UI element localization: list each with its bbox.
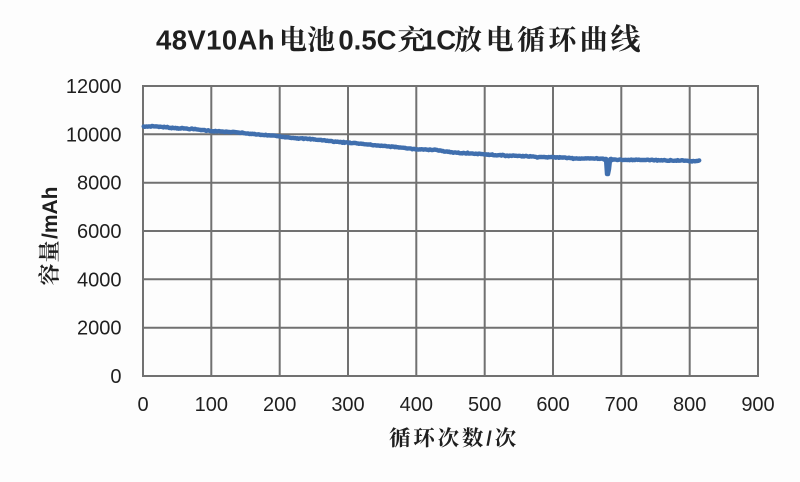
svg-text:10000: 10000	[66, 124, 122, 146]
svg-text:0.5C: 0.5C	[338, 25, 396, 56]
svg-text:2000: 2000	[77, 318, 122, 340]
svg-text:4000: 4000	[77, 269, 122, 291]
svg-text:/mAh: /mAh	[39, 187, 62, 240]
svg-text:8000: 8000	[77, 173, 122, 195]
svg-text:0: 0	[137, 394, 148, 416]
svg-text:600: 600	[536, 394, 569, 416]
svg-text:0: 0	[110, 366, 121, 388]
svg-text:900: 900	[741, 394, 774, 416]
svg-text:6000: 6000	[77, 221, 122, 243]
svg-text:200: 200	[263, 394, 296, 416]
svg-text:700: 700	[605, 394, 638, 416]
svg-text:1C: 1C	[421, 25, 456, 56]
svg-text:/: /	[486, 429, 492, 451]
svg-text:300: 300	[331, 394, 364, 416]
svg-text:12000: 12000	[66, 76, 122, 98]
svg-text:100: 100	[195, 394, 228, 416]
svg-text:400: 400	[400, 394, 433, 416]
svg-text:800: 800	[673, 394, 706, 416]
svg-text:48V10Ah: 48V10Ah	[156, 25, 275, 56]
svg-text:500: 500	[468, 394, 501, 416]
